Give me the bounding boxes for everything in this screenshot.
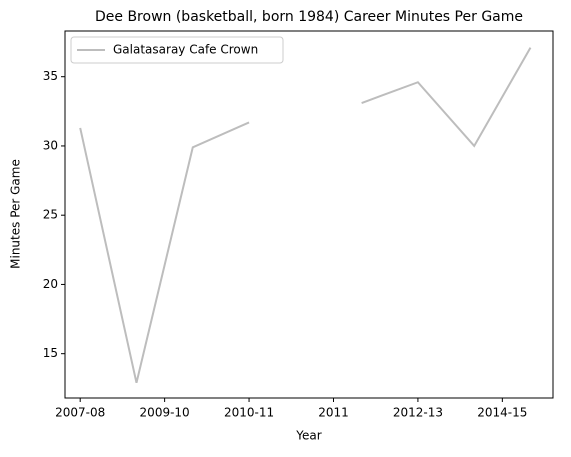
x-axis-label: Year — [295, 429, 321, 443]
x-tick-label: 2010-11 — [224, 406, 274, 420]
y-tick-label: 15 — [43, 346, 58, 360]
x-tick-label: 2012-13 — [393, 406, 443, 420]
y-tick-label: 30 — [43, 138, 58, 152]
x-tick-label: 2007-08 — [55, 406, 105, 420]
y-tick-label: 35 — [43, 69, 58, 83]
x-tick-label: 2011 — [318, 406, 349, 420]
plot-frame — [64, 30, 554, 399]
legend-box — [70, 36, 284, 64]
legend-label: Galatasaray Cafe Crown — [113, 43, 258, 57]
x-tick-label: 2009-10 — [140, 406, 190, 420]
x-tick-label: 2014-15 — [477, 406, 527, 420]
line — [79, 47, 532, 383]
y-tick-label: 20 — [43, 277, 58, 291]
y-axis-label: Minutes Per Game — [9, 159, 23, 269]
chart-title: Dee Brown (basketball, born 1984) Career… — [95, 9, 523, 25]
y-tick-label: 25 — [43, 208, 58, 222]
